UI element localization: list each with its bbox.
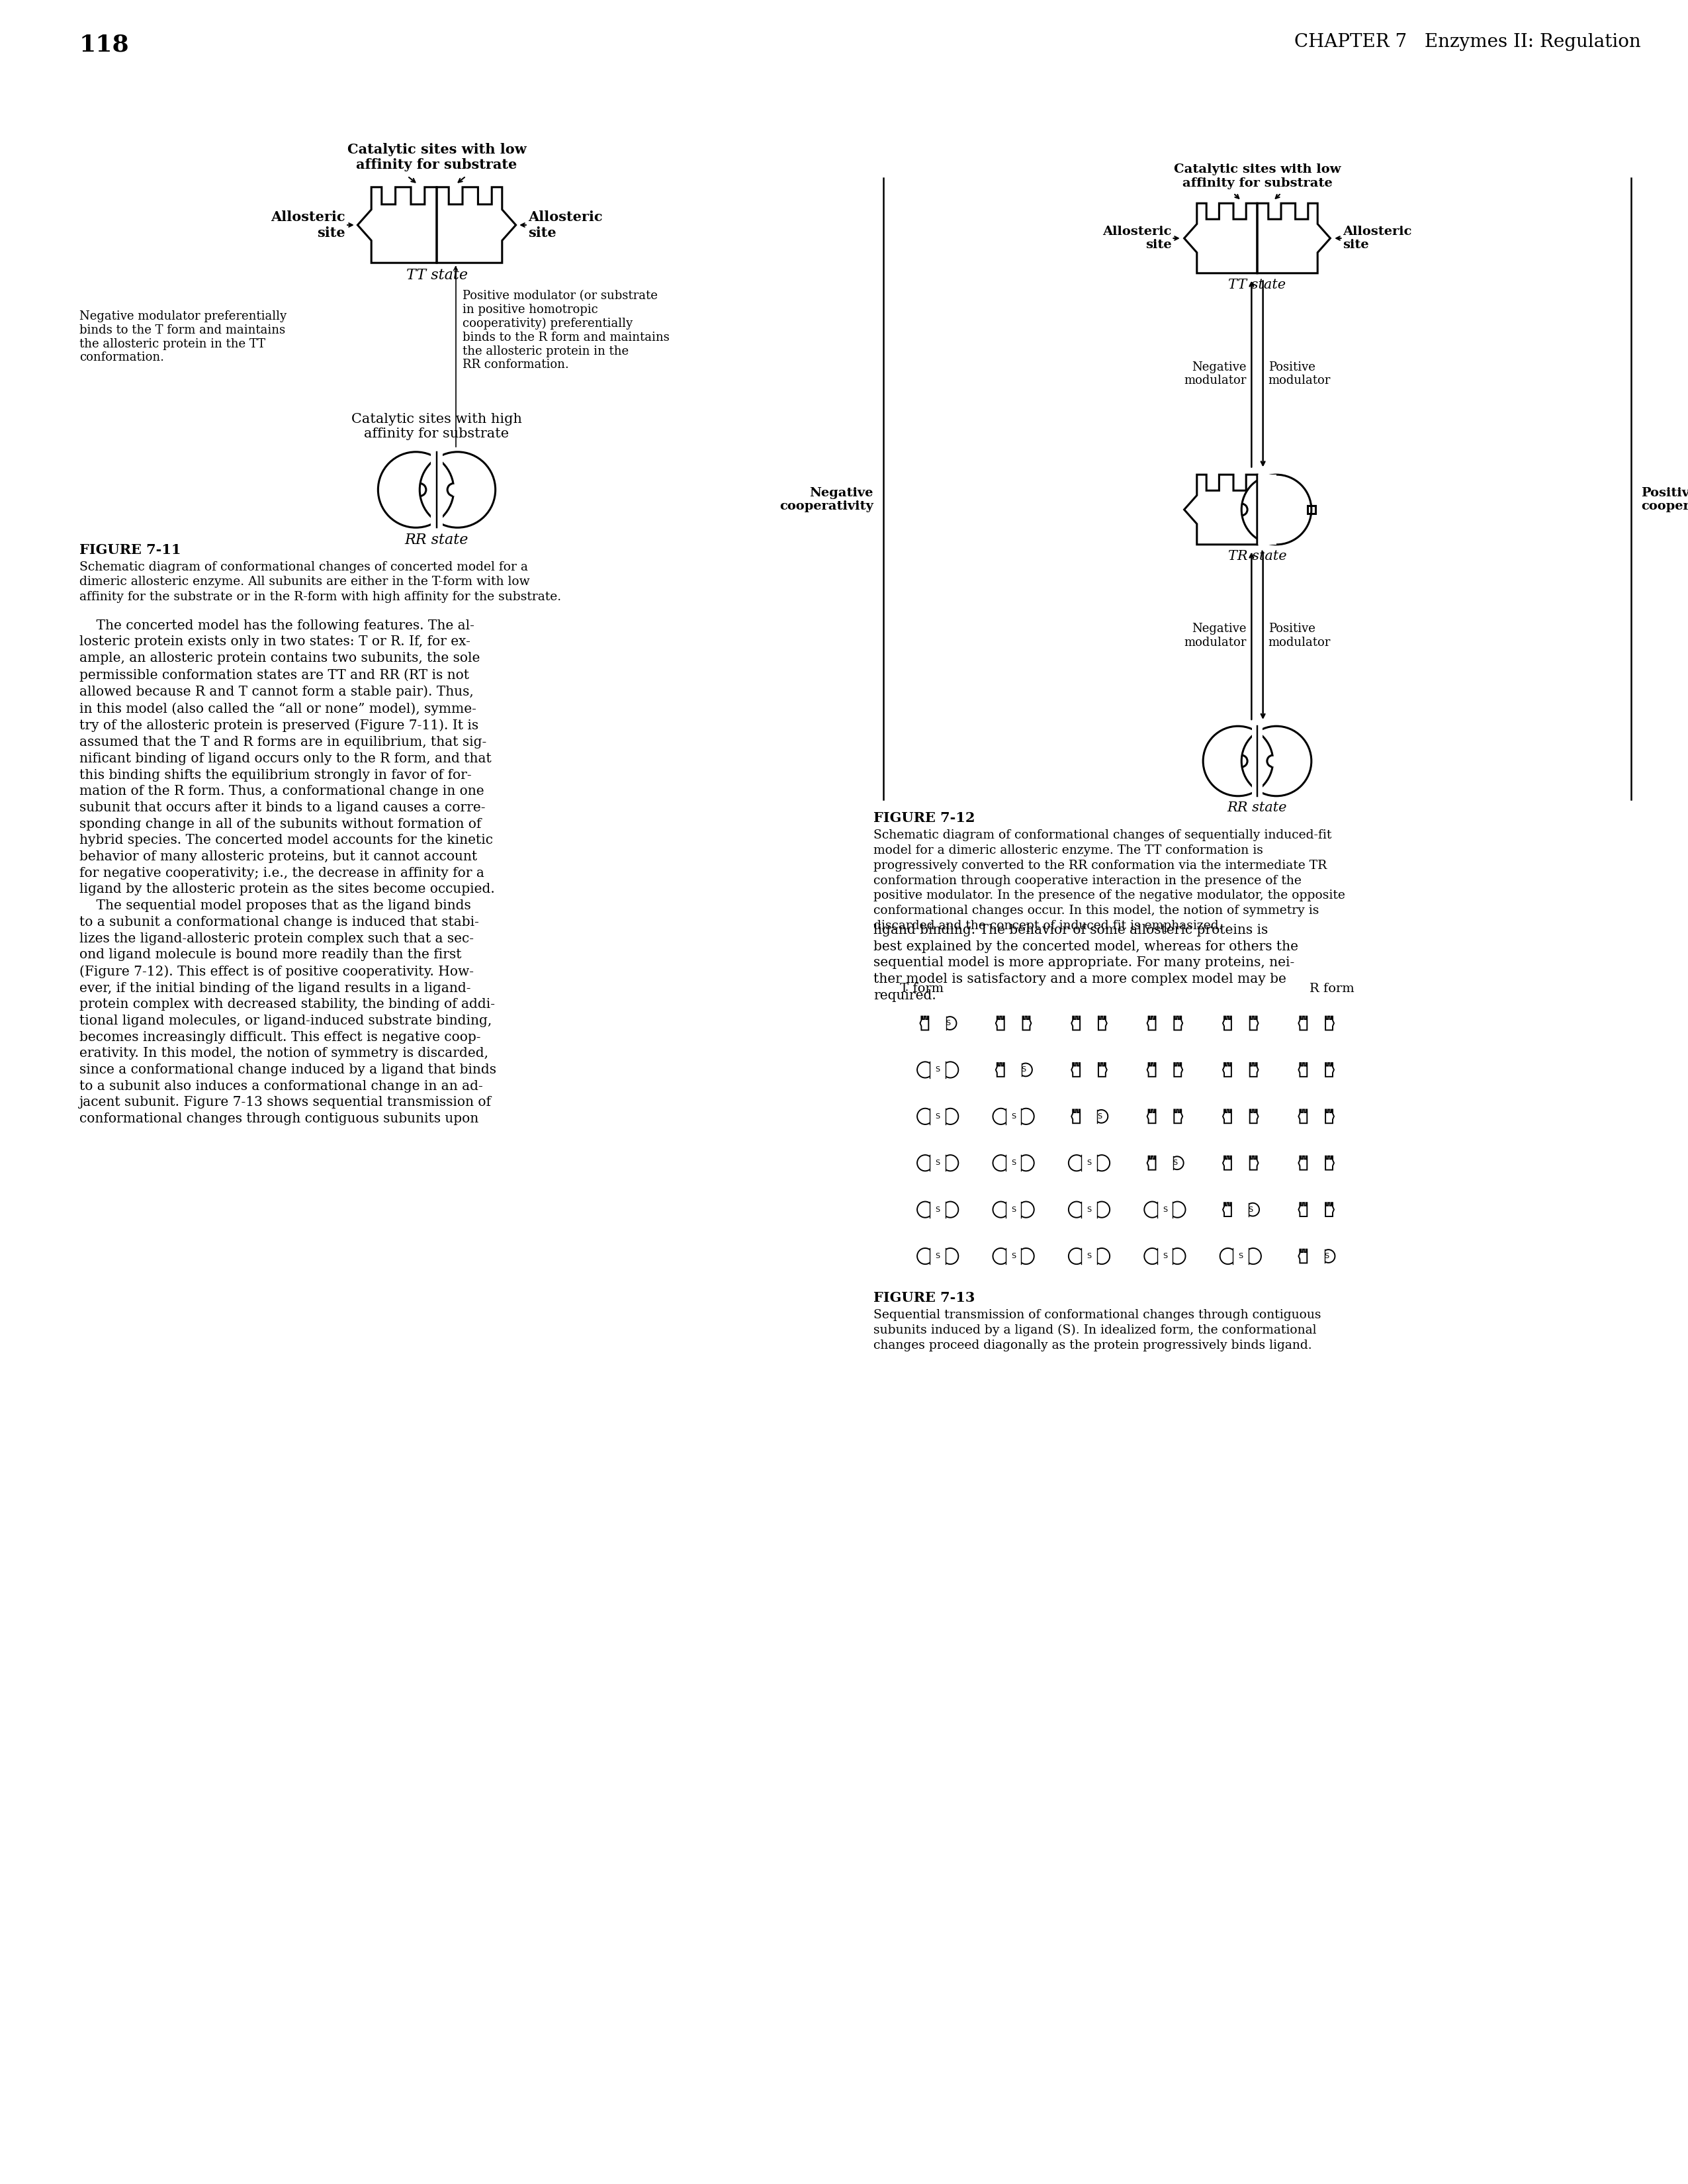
Text: TT state: TT state [1229,280,1286,290]
Bar [1013,1107,1021,1125]
Bar [937,1061,945,1077]
Text: S: S [1011,1160,1016,1166]
Text: Positive
cooperativity: Positive cooperativity [1641,487,1688,513]
Bar [1156,1201,1165,1216]
Bar [930,1061,939,1077]
Bar [1165,1247,1173,1265]
Bar [1089,1247,1097,1265]
Text: Allosteric
site: Allosteric site [1102,225,1171,251]
Bar [1269,756,1276,767]
Text: S: S [1249,1206,1252,1212]
Bar [1006,1155,1014,1171]
Bar [1165,1201,1173,1216]
Text: Allosteric
site: Allosteric site [528,210,603,240]
Bar [937,1107,945,1125]
Text: The concerted model has the following features. The al-
losteric protein exists : The concerted model has the following fe… [79,620,496,1125]
Text: 118: 118 [79,33,130,55]
Text: R form: R form [1310,983,1354,994]
Text: S: S [1011,1254,1016,1260]
Bar [1082,1247,1089,1265]
Bar [1252,725,1263,795]
Text: Schematic diagram of conformational changes of sequentially induced-fit
model fo: Schematic diagram of conformational chan… [873,830,1345,933]
Text: Allosteric
site: Allosteric site [272,210,346,240]
Text: Positive
modulator: Positive modulator [1268,360,1330,387]
Text: S: S [1097,1114,1102,1120]
Text: S: S [1163,1206,1166,1212]
Bar [1156,1247,1165,1265]
Text: S: S [1087,1160,1092,1166]
Text: FIGURE 7-12: FIGURE 7-12 [873,810,976,826]
Text: Positive modulator (or substrate
in positive homotropic
cooperativity) preferent: Positive modulator (or substrate in posi… [463,290,668,371]
Text: S: S [1011,1206,1016,1212]
Bar [1318,1249,1325,1262]
Bar [1082,1201,1089,1216]
Text: Negative
cooperativity: Negative cooperativity [780,487,873,513]
Bar [1242,1203,1249,1216]
Bar [1013,1247,1021,1265]
Text: S: S [1239,1254,1242,1260]
Bar [1006,1107,1014,1125]
Bar [937,1201,945,1216]
Bar [1013,1155,1021,1171]
Text: S: S [935,1254,940,1260]
Bar [1258,474,1276,544]
Text: T form: T form [900,983,944,994]
Bar [1232,1247,1241,1265]
Bar [1013,1201,1021,1216]
Bar [940,1016,945,1029]
Bar [930,1201,939,1216]
Text: S: S [1011,1114,1016,1120]
Text: Negative
modulator: Negative modulator [1183,622,1246,649]
Bar [430,452,442,529]
Text: FIGURE 7-11: FIGURE 7-11 [79,544,181,557]
Bar [1006,1201,1014,1216]
Text: S: S [1173,1160,1178,1166]
Text: TR state: TR state [1227,550,1286,563]
Text: CHAPTER 7   Enzymes II: Regulation: CHAPTER 7 Enzymes II: Regulation [1295,33,1641,50]
Text: S: S [935,1206,940,1212]
Bar [1308,507,1315,513]
Bar [930,1107,939,1125]
Bar [1089,1201,1097,1216]
Text: S: S [935,1114,940,1120]
Text: S: S [945,1020,950,1026]
Text: S: S [935,1160,940,1166]
Text: S: S [1087,1206,1092,1212]
Text: RR state: RR state [1227,802,1288,815]
Text: ligand binding. The behavior of some allosteric proteins is
best explained by th: ligand binding. The behavior of some all… [873,924,1298,1002]
Text: S: S [1087,1254,1092,1260]
Text: Catalytic sites with low
affinity for substrate: Catalytic sites with low affinity for su… [348,144,527,173]
Text: Sequential transmission of conformational changes through contiguous
subunits in: Sequential transmission of conformationa… [873,1308,1322,1352]
Bar [1241,1247,1249,1265]
Bar [930,1247,939,1265]
Text: RR state: RR state [405,533,469,548]
Bar [1082,1155,1089,1171]
Text: S: S [1323,1254,1328,1260]
Bar [1089,1155,1097,1171]
Bar [1090,1109,1097,1123]
Text: Negative
modulator: Negative modulator [1183,360,1246,387]
Bar [930,1155,939,1171]
Text: FIGURE 7-13: FIGURE 7-13 [873,1291,976,1304]
Bar [1006,1247,1014,1265]
Text: S: S [935,1066,940,1072]
Text: S: S [1163,1254,1166,1260]
Text: Allosteric
site: Allosteric site [1344,225,1413,251]
Text: Schematic diagram of conformational changes of concerted model for a
dimeric all: Schematic diagram of conformational chan… [79,561,560,603]
Bar [1166,1155,1173,1168]
Text: S: S [1021,1066,1026,1072]
Text: Negative modulator preferentially
binds to the T form and maintains
the alloster: Negative modulator preferentially binds … [79,310,287,363]
Text: Catalytic sites with high
affinity for substrate: Catalytic sites with high affinity for s… [351,413,522,439]
Bar [449,485,457,496]
Bar [937,1155,945,1171]
Bar [1014,1064,1021,1077]
Text: TT state: TT state [405,269,468,282]
Text: Catalytic sites with low
affinity for substrate: Catalytic sites with low affinity for su… [1173,164,1340,190]
Bar [937,1247,945,1265]
Text: Positive
modulator: Positive modulator [1268,622,1330,649]
